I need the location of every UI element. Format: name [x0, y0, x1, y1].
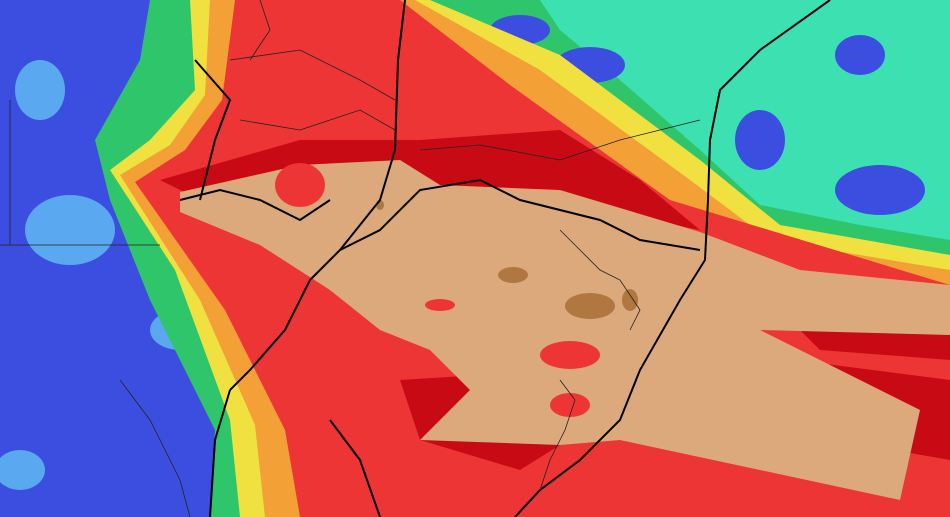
tan-area — [180, 160, 950, 500]
blue-patches — [490, 15, 925, 215]
minor-borders — [0, 0, 701, 517]
red-spots — [275, 163, 600, 417]
light-blue-areas — [0, 60, 210, 490]
brown-areas — [376, 200, 638, 319]
borders — [179, 0, 831, 517]
